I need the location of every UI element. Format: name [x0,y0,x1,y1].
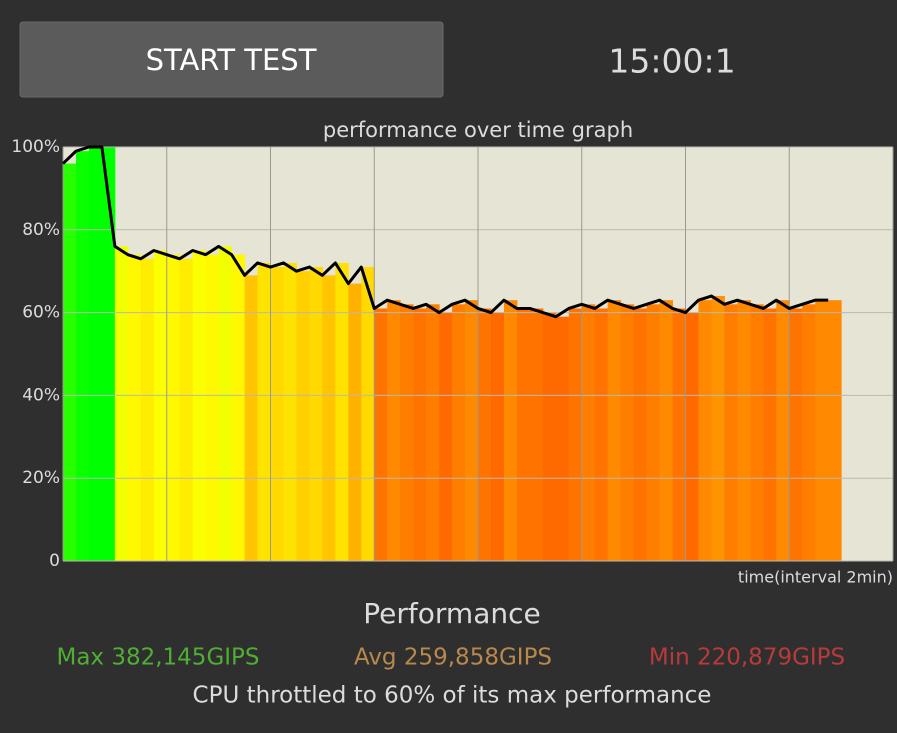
performance-bar [270,267,284,561]
performance-bar [763,308,777,561]
button-label[interactable]: START TEST [146,43,317,77]
performance-bar [711,296,725,561]
performance-bar [478,308,492,561]
performance-bar [529,308,544,561]
performance-bar [127,254,142,561]
start-button[interactable]: START TEST [19,21,444,98]
throttle-note: CPU throttled to 60% of its max performa… [193,683,712,709]
performance-bar [646,304,661,561]
chart-title: performance over time graph [323,118,633,142]
performance-bar [218,246,233,562]
y-tick-label: 60% [22,303,60,323]
performance-bar [568,308,583,561]
performance-bar [503,300,518,561]
performance-line [61,145,829,319]
performance-bar [205,254,220,561]
summary-heading: Performance [363,597,540,630]
performance-bar [283,262,297,561]
performance-bar [63,163,77,561]
performance-bar [179,258,194,561]
performance-bar [114,246,129,562]
performance-bar [815,300,829,561]
y-tick-label: 0 [49,551,60,571]
avg-stat: Avg 259,858GIPS [354,645,552,671]
performance-bar [231,254,246,561]
performance-bar [75,151,90,561]
performance-bar [633,308,648,561]
performance-bar [555,316,570,561]
performance-bar [620,304,635,561]
performance-bar [607,300,622,561]
performance-bar [698,300,712,561]
performance-bar [244,275,259,561]
performance-bar [828,300,842,561]
performance-bar [685,312,699,561]
performance-bar [426,304,440,561]
performance-bar [776,300,790,561]
performance-bar [296,271,310,561]
performance-bar [750,304,764,561]
y-tick-label: 40% [22,385,60,405]
performance-bar [361,267,375,561]
plot [61,145,894,562]
y-tick-label: 20% [22,468,60,488]
performance-bar [802,304,816,561]
performance-bar [257,262,271,561]
performance-bar [672,308,686,561]
performance-bar [153,250,168,561]
performance-bar [88,147,103,561]
performance-bar [465,300,479,561]
performance-bar [387,300,401,561]
performance-bar [594,308,609,561]
performance-bar [374,308,388,561]
performance-bar [322,275,336,561]
max-stat: Max 382,145GIPS [56,645,259,671]
performance-bar [413,308,427,561]
x-axis-label: time(interval 2min) [738,568,893,587]
performance-bar [439,312,453,561]
performance-bar [400,304,414,561]
performance-bar [542,312,557,561]
performance-bar [516,308,531,561]
performance-bar [309,267,323,561]
performance-bar [581,304,596,561]
performance-bar [101,147,116,561]
performance-bar [724,304,738,561]
performance-bar [659,300,674,561]
performance-bar [452,304,466,561]
performance-bar [490,312,505,561]
min-stat: Min 220,879GIPS [649,645,845,671]
performance-bar [348,283,362,561]
performance-bar [335,262,349,561]
timer: 15:00:1 [608,42,735,81]
y-tick-label: 100% [11,137,60,157]
performance-bar [737,300,751,561]
performance-bar [192,250,207,561]
button-bg[interactable] [19,21,444,98]
performance-bar [140,258,155,561]
performance-bar [166,254,181,561]
y-tick-label: 80% [22,220,60,240]
performance-bar [789,308,803,561]
